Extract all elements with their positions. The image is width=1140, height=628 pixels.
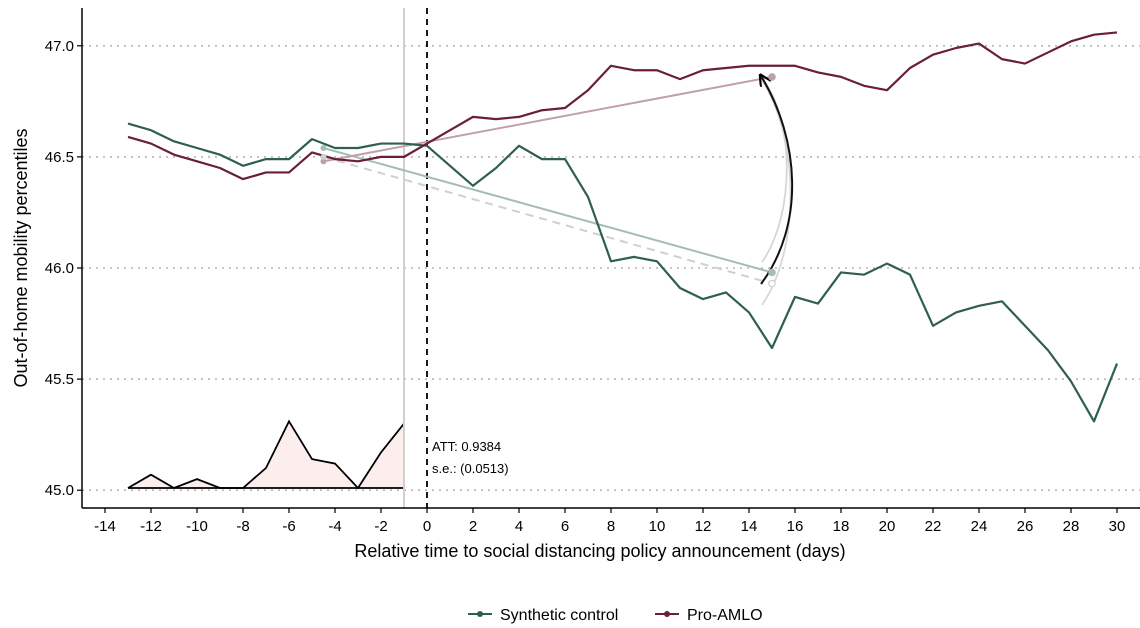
x-tick-label: 22 (925, 518, 942, 535)
x-tick-label: -2 (374, 518, 387, 535)
legend-dot (477, 611, 483, 617)
x-tick-label: 6 (561, 518, 569, 535)
y-tick-label: 45.0 (45, 482, 74, 499)
x-tick-label: 10 (649, 518, 666, 535)
y-tick-label: 46.0 (45, 260, 74, 277)
x-tick-label: 8 (607, 518, 615, 535)
axes (81, 8, 1140, 509)
x-tick-label: -6 (282, 518, 295, 535)
comparison-end-dot (768, 73, 776, 81)
x-tick-label: 4 (515, 518, 523, 535)
x-tick-label: 20 (879, 518, 896, 535)
series-line (127, 122, 1119, 423)
annotations: ATT: 0.9384 s.e.: (0.0513) (432, 439, 509, 476)
x-tick-label: 28 (1063, 518, 1080, 535)
x-tick-label: 18 (833, 518, 850, 535)
legend-label: Pro-AMLO (687, 607, 763, 624)
annotation-text: s.e.: (0.0513) (432, 461, 509, 476)
annotation-text: ATT: 0.9384 (432, 439, 501, 454)
y-ticks: 45.0 45.5 46.0 46.5 47.0 (45, 38, 82, 499)
comparison-start-dot (320, 158, 327, 165)
comparison-start-dot (320, 153, 327, 160)
x-tick-label: 14 (741, 518, 758, 535)
y-axis-title: Out-of-home mobility percentiles (11, 128, 31, 387)
x-tick-label: 2 (469, 518, 477, 535)
x-tick-label: 12 (695, 518, 712, 535)
comparison-lines (323, 75, 773, 285)
x-tick-label: 26 (1017, 518, 1034, 535)
y-tick-label: 46.5 (45, 149, 74, 166)
x-tick-label: -10 (186, 518, 208, 535)
gridlines (82, 44, 1140, 492)
vertical-reference-lines (403, 8, 428, 508)
comparison-line (323, 147, 773, 274)
series-line (127, 31, 1118, 181)
comparison-start-dot (320, 145, 327, 151)
x-tick-label: 30 (1109, 518, 1126, 535)
gap-area (127, 419, 405, 490)
endpoint-dots (320, 73, 776, 288)
x-tick-label: -12 (140, 518, 162, 535)
legend-label: Synthetic control (500, 607, 618, 624)
effect-arrow (761, 76, 794, 285)
x-axis-title: Relative time to social distancing polic… (354, 541, 845, 561)
x-tick-label: -8 (236, 518, 249, 535)
x-tick-label: 0 (423, 518, 431, 535)
x-tick-label: -4 (328, 518, 341, 535)
series-lines (127, 31, 1119, 423)
gap-fill (128, 421, 404, 488)
comparison-line (323, 75, 773, 163)
x-tick-label: -14 (94, 518, 116, 535)
x-ticks: -14 -12 -10 -8 -6 -4 -2 0 2 4 6 8 10 12 14 16 18 20 22 24 26… (94, 508, 1125, 535)
y-tick-label: 47.0 (45, 38, 74, 55)
y-tick-label: 45.5 (45, 371, 74, 388)
x-tick-label: 16 (787, 518, 804, 535)
comparison-end-dot (768, 279, 776, 288)
legend: Synthetic control Pro-AMLO (468, 607, 763, 624)
x-tick-label: 24 (971, 518, 988, 535)
comparison-line (323, 155, 773, 285)
legend-dot (664, 611, 670, 617)
comparison-end-dot (768, 268, 776, 277)
